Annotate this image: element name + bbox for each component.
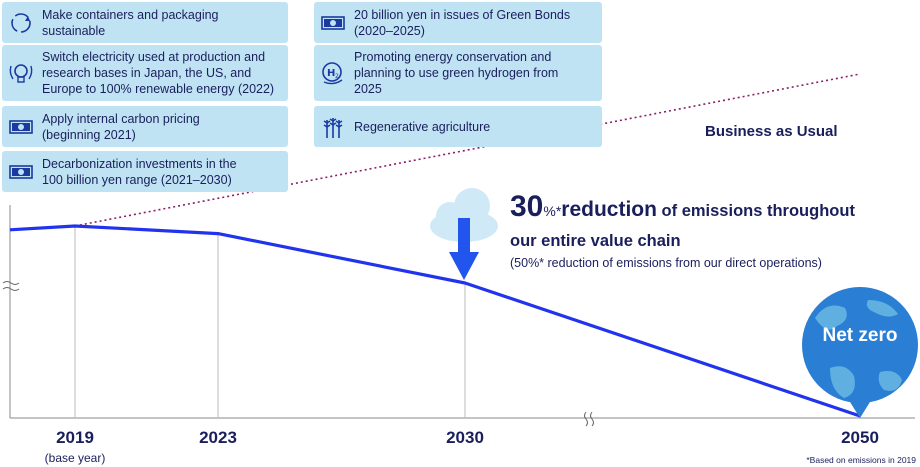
recycle-icon (11, 12, 31, 33)
x-label-2019: 2019 (56, 428, 94, 447)
globe-pin (850, 402, 870, 418)
money-icon (9, 164, 33, 179)
cloud-part (454, 188, 490, 224)
headline-line2: our entire value chain (510, 232, 681, 250)
globe-land (866, 300, 898, 317)
headline-number: 30 (510, 190, 544, 223)
globe-land (815, 305, 847, 330)
initiative-text: Make containers and packaging sustainabl… (42, 7, 219, 38)
headline-rest: of emissions throughout (656, 202, 855, 220)
globe-land (830, 366, 855, 398)
down-arrow-icon (449, 218, 479, 280)
x-label-2030: 2030 (446, 428, 484, 447)
x-axis-break (584, 411, 594, 427)
money-icon (321, 15, 345, 30)
emissions-series-line (9, 224, 861, 418)
globe-land (878, 371, 902, 391)
reduction-headline: 30%*reduction of emissions throughout (510, 192, 855, 222)
headline-reduction: reduction (561, 198, 657, 221)
initiative-box: 20 billion yen in issues of Green Bonds … (314, 2, 602, 43)
chart-axes (2, 205, 915, 427)
arrow-shaft (458, 218, 470, 254)
initiative-text: Promoting energy conservation and planni… (354, 50, 559, 96)
globe-icon (802, 287, 918, 418)
arrow-head (449, 252, 479, 280)
initiative-box: Make containers and packaging sustainabl… (2, 2, 288, 43)
initiative-box: Decarbonization investments in the 100 b… (2, 151, 288, 192)
initiative-text: 20 billion yen in issues of Green Bonds … (354, 7, 571, 38)
initiative-box: Switch electricity used at production an… (2, 45, 288, 101)
initiative-box: H 2 Promoting energy conservation and plan… (314, 45, 602, 101)
initiative-text: Switch electricity used at production an… (42, 50, 275, 96)
money-icon (9, 119, 33, 134)
initiative-text: Apply internal carbon pricing (beginning… (42, 111, 200, 142)
bau-series-line (74, 73, 861, 227)
x-label-2050: 2050 (841, 428, 879, 447)
renewable-bulb-icon (9, 64, 33, 83)
chart-marks (9, 73, 918, 418)
x-sublabel-base-year: (base year) (44, 451, 106, 465)
x-label-2023: 2023 (199, 428, 237, 447)
wheat-icon (323, 117, 343, 138)
initiative-text: Decarbonization investments in the 100 b… (42, 156, 237, 187)
svg-text:2: 2 (335, 73, 339, 80)
business-as-usual-label: Business as Usual (705, 123, 838, 140)
svg-text:H: H (327, 68, 335, 79)
net-zero-label: Net zero (822, 325, 898, 346)
y-axis-break (2, 281, 20, 291)
initiative-text: Regenerative agriculture (354, 119, 491, 134)
initiative-box: Regenerative agriculture (314, 106, 602, 147)
footnote: *Based on emissions in 2019 (806, 455, 916, 465)
direct-operations-note: (50%* reduction of emissions from our di… (510, 256, 822, 270)
initiative-box: Apply internal carbon pricing (beginning… (2, 106, 288, 147)
headline-percent: %* (543, 203, 562, 219)
